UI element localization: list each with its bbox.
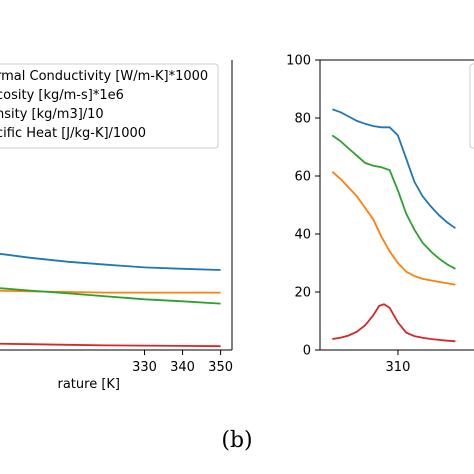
right-y-tick-label: 60	[294, 170, 311, 185]
right-plot: 0 20 40 60 80 100 310	[286, 54, 474, 375]
right-y-tick-label: 100	[286, 54, 311, 69]
left-legend-label-4: cific Heat [J/kg-K]/1000	[0, 126, 146, 141]
right-series-line-2	[331, 134, 456, 270]
right-y-tick-label: 20	[294, 286, 311, 301]
left-series-group	[0, 252, 221, 348]
left-legend-label-2: cosity [kg/m-s]*1e6	[0, 88, 124, 103]
right-x-ticks: 310	[386, 350, 411, 375]
left-plot: 330 340 350 rature [K] rmal Conductivity […	[0, 60, 233, 392]
right-y-tick-label: 80	[294, 112, 311, 127]
right-series-line-3	[331, 171, 456, 286]
right-series-line-4	[332, 303, 456, 343]
left-legend: rmal Conductivity [W/m-K]*1000 cosity [kg…	[0, 63, 219, 149]
left-legend-entries: rmal Conductivity [W/m-K]*1000 cosity [kg…	[0, 69, 208, 141]
left-x-tick-label: 330	[132, 360, 157, 375]
right-legend-box	[469, 63, 474, 149]
left-series-line-3	[0, 287, 221, 305]
right-series-line-1	[331, 108, 456, 229]
left-legend-label-3: nsity [kg/m3]/10	[0, 107, 104, 122]
left-x-ticks: 330 340 350	[132, 350, 233, 375]
left-x-tick-label: 350	[208, 360, 233, 375]
right-x-tick-label: 310	[386, 360, 411, 375]
left-legend-label-1: rmal Conductivity [W/m-K]*1000	[0, 69, 208, 84]
left-series-line-1	[0, 252, 221, 271]
right-y-tick-label: 40	[294, 228, 311, 243]
figure-caption: (b)	[221, 428, 253, 453]
left-series-line-4	[0, 342, 221, 348]
right-y-ticks: 0 20 40 60 80 100	[286, 54, 320, 359]
left-legend-box	[0, 63, 219, 149]
right-series-group	[331, 108, 456, 343]
right-y-tick-label: 0	[303, 344, 311, 359]
left-x-tick-label: 340	[170, 360, 195, 375]
left-x-axis-label: rature [K]	[57, 377, 120, 392]
